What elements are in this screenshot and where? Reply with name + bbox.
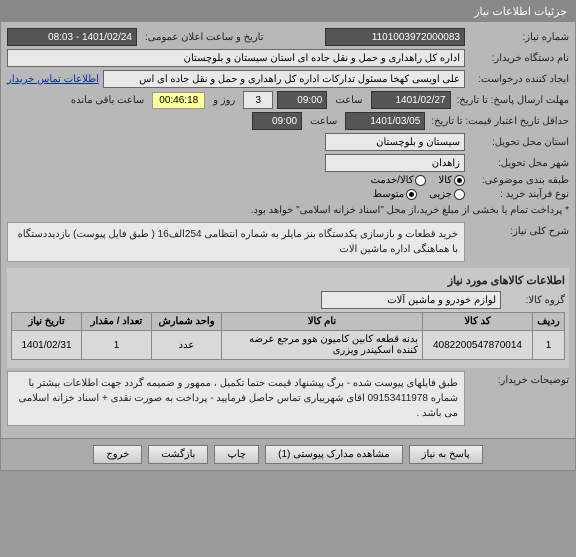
city-value: زاهدان [325, 154, 465, 172]
form-body: شماره نیاز: 1101003972000083 تاریخ و ساع… [1, 22, 575, 438]
cell-row: 1 [533, 331, 565, 360]
radio-circle-icon [415, 175, 426, 186]
goods-section-title: اطلاعات کالاهای مورد نیاز [11, 272, 565, 291]
buyer-value: اداره کل راهداری و حمل و نقل جاده ای است… [7, 49, 465, 67]
requester-value: علی اویسی کهخا مسئول تدارکات اداره کل را… [103, 70, 465, 88]
day-label: روز و [209, 95, 239, 106]
radio-circle-icon [454, 189, 465, 200]
announce-date-label: تاریخ و ساعت اعلان عمومی: [141, 32, 268, 43]
requester-label: ایجاد کننده درخواست: [469, 74, 569, 85]
need-no-label: شماره نیاز: [469, 32, 569, 43]
col-row: ردیف [533, 313, 565, 331]
deadline-time: 09:00 [277, 91, 327, 109]
attachments-button[interactable]: مشاهده مدارک پیوستی (1) [265, 445, 403, 464]
deadline-date: 1401/02/27 [371, 91, 451, 109]
validity-date: 1401/03/05 [345, 112, 425, 130]
goods-group-value: لوازم خودرو و ماشین آلات [321, 291, 501, 309]
contact-link[interactable]: اطلاعات تماس خریدار [7, 74, 99, 85]
buyer-label: نام دستگاه خریدار: [469, 53, 569, 64]
panel-title: جزئیات اطلاعات نیاز [1, 1, 575, 22]
summary-text: خرید قطعات و بازسازی یکدستگاه بنز مایلر … [7, 222, 465, 262]
cell-name: بدنه قطعه کابین کامیون هوو مرجع عرضه کنن… [222, 331, 423, 360]
attach-count: 1 [281, 449, 287, 460]
radio-service[interactable]: کالا/خدمت [371, 175, 427, 186]
radio-circle-icon [406, 189, 417, 200]
province-value: سیستان و بلوچستان [325, 133, 465, 151]
radio-small[interactable]: جزیی [429, 189, 465, 200]
validity-time: 09:00 [252, 112, 302, 130]
city-label: شهر محل تحویل: [469, 158, 569, 169]
cell-unit: عدد [152, 331, 222, 360]
purchase-label: نوع فرآیند خرید : [469, 189, 569, 200]
validity-label: حداقل تاریخ اعتبار قیمت: تا تاریخ: [429, 116, 569, 127]
button-bar: پاسخ به نیاز مشاهده مدارک پیوستی (1) چاپ… [1, 438, 575, 470]
print-button[interactable]: چاپ [214, 445, 259, 464]
col-qty: تعداد / مقدار [82, 313, 152, 331]
goods-group-label: گروه کالا: [505, 295, 565, 306]
cat-goods-label: کالا [438, 175, 452, 186]
table-header-row: ردیف کد کالا نام کالا واحد شمارش تعداد /… [12, 313, 565, 331]
days-value: 3 [243, 91, 273, 109]
cell-code: 4082200547870014 [423, 331, 533, 360]
exit-button[interactable]: خروج [93, 445, 142, 464]
p-med-label: متوسط [373, 189, 404, 200]
cell-qty: 1 [82, 331, 152, 360]
province-label: استان محل تحویل: [469, 137, 569, 148]
table-row[interactable]: 1 4082200547870014 بدنه قطعه کابین کامیو… [12, 331, 565, 360]
col-name: نام کالا [222, 313, 423, 331]
col-code: کد کالا [423, 313, 533, 331]
payment-note: * پرداخت تمام یا بخشی از مبلغ خرید،از مح… [7, 203, 569, 218]
goods-section: اطلاعات کالاهای مورد نیاز گروه کالا: لوا… [7, 268, 569, 368]
desc-text: طبق فایلهای پیوست شده - برگ پیشنهاد قیمت… [7, 371, 465, 426]
need-details-panel: جزئیات اطلاعات نیاز شماره نیاز: 11010039… [0, 0, 576, 471]
col-date: تاریخ نیاز [12, 313, 82, 331]
radio-goods[interactable]: کالا [438, 175, 465, 186]
radio-circle-icon [454, 175, 465, 186]
timer-value: 00:46:18 [152, 92, 205, 109]
reply-button[interactable]: پاسخ به نیاز [409, 445, 483, 464]
radio-medium[interactable]: متوسط [373, 189, 417, 200]
col-unit: واحد شمارش [152, 313, 222, 331]
attach-label: مشاهده مدارک پیوستی [293, 449, 390, 460]
need-no-value: 1101003972000083 [325, 28, 465, 46]
summary-label: شرح کلی نیاز: [469, 222, 569, 237]
desc-label: توضیحات خریدار: [469, 371, 569, 386]
time-label-2: ساعت [306, 116, 341, 127]
cat-service-label: کالا/خدمت [371, 175, 414, 186]
goods-table: ردیف کد کالا نام کالا واحد شمارش تعداد /… [11, 312, 565, 360]
back-button[interactable]: بازگشت [148, 445, 208, 464]
category-label: طبقه بندی موضوعی: [469, 175, 569, 186]
announce-date-value: 1401/02/24 - 08:03 [7, 28, 137, 46]
cell-date: 1401/02/31 [12, 331, 82, 360]
deadline-label: مهلت ارسال پاسخ: تا تاریخ: [455, 95, 569, 106]
time-label-1: ساعت [331, 95, 366, 106]
p-small-label: جزیی [429, 189, 452, 200]
remain-label: ساعت باقی مانده [67, 95, 148, 106]
